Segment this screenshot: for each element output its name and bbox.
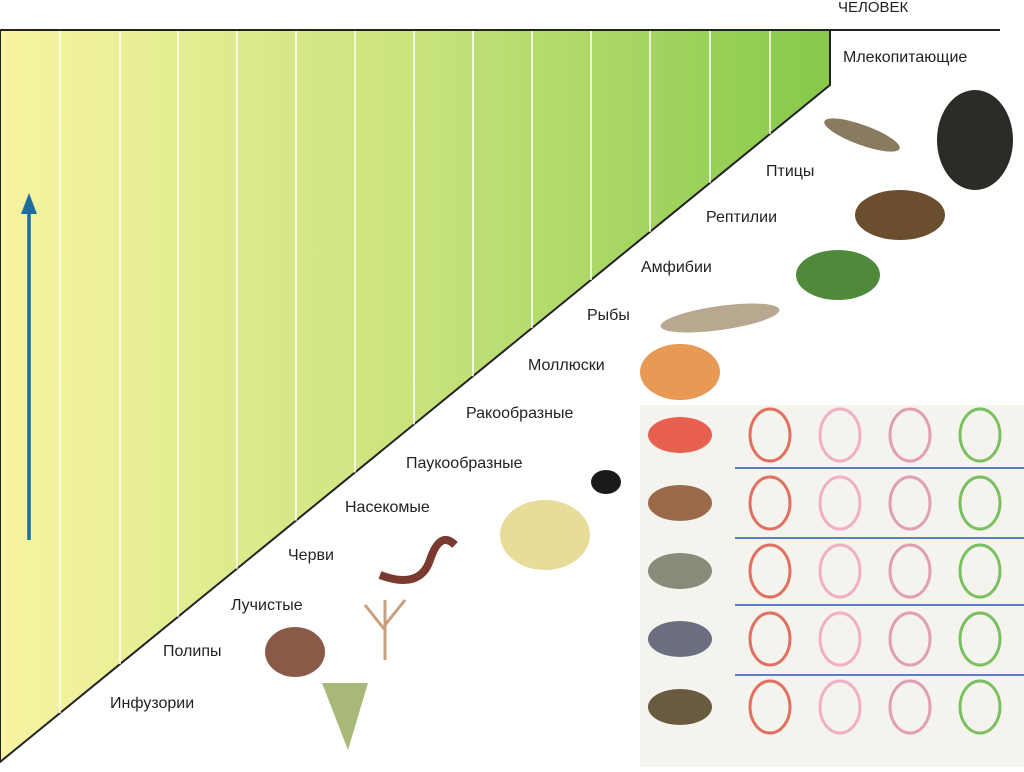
complexity-triangle (0, 29, 831, 764)
group-label: Лучистые (231, 597, 303, 614)
organ (888, 407, 932, 463)
organ (958, 543, 1002, 599)
organ (818, 543, 862, 599)
organ (748, 611, 792, 667)
animal (648, 553, 712, 589)
arrow-head (21, 193, 37, 214)
organ (888, 611, 932, 667)
group-label: Ракообразные (466, 405, 573, 422)
organ (958, 475, 1002, 531)
organ (818, 407, 862, 463)
animal (648, 621, 712, 657)
panel-lines (735, 467, 1024, 676)
organ (888, 679, 932, 735)
animal (648, 417, 712, 453)
group-label: Паукообразные (406, 455, 523, 472)
organ (818, 611, 862, 667)
animal (648, 485, 712, 521)
group-label: Моллюски (528, 357, 605, 374)
group-label: Млекопитающие (843, 49, 967, 66)
organ-icons (648, 407, 1002, 735)
group-label: Рыбы (587, 307, 630, 324)
group-label: Птицы (766, 163, 814, 180)
group-label: Черви (288, 547, 334, 564)
group-labels: Млекопитающие Птицы Рептилии Амфибии Рыбы Мол… (110, 49, 967, 712)
group-label: Рептилии (706, 209, 777, 226)
animal (648, 689, 712, 725)
animal-icons (265, 90, 1013, 750)
group-label: Амфибии (641, 259, 712, 276)
group-label: Полипы (163, 643, 221, 660)
organ (958, 611, 1002, 667)
stripes (59, 31, 771, 714)
organ (748, 407, 792, 463)
group-label: Инфузории (110, 695, 194, 712)
organ (958, 407, 1002, 463)
organ (748, 543, 792, 599)
organ (748, 679, 792, 735)
group-label: Насекомые (345, 499, 430, 516)
organ (888, 543, 932, 599)
organ (748, 475, 792, 531)
top-label: ЧЕЛОВЕК (838, 0, 909, 16)
organ (888, 475, 932, 531)
organ (818, 679, 862, 735)
organ (818, 475, 862, 531)
organ (958, 679, 1002, 735)
